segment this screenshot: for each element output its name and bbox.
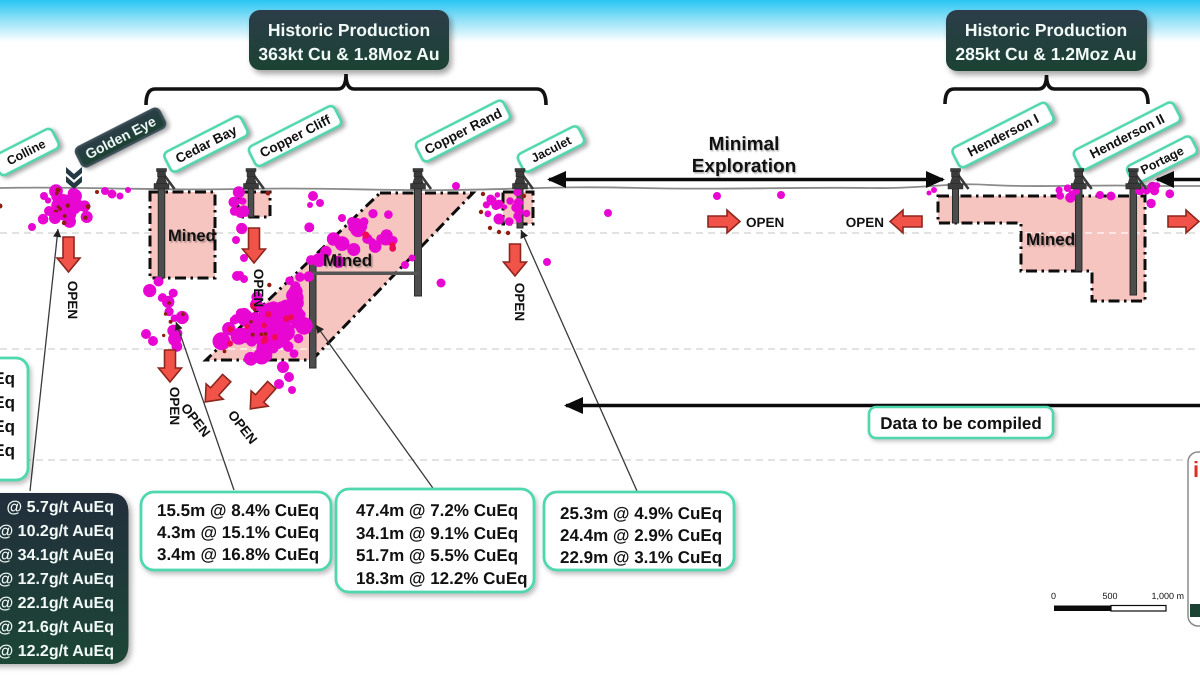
svg-text:4.2m @ 9.3% CuEq: 4.2m @ 9.3% CuEq [0,441,15,460]
svg-text:OPEN: OPEN [512,283,527,321]
svg-text:2.2m @ 34.1g/t AuEq: 2.2m @ 34.1g/t AuEq [0,547,114,564]
svg-text:500: 500 [1102,591,1117,601]
svg-text:5.6m @ 12.7g/t AuEq: 5.6m @ 12.7g/t AuEq [0,571,114,588]
svg-text:34.1m @ 9.1% CuEq: 34.1m @ 9.1% CuEq [356,524,518,543]
svg-text:5.1m @ 7.4% CuEq: 5.1m @ 7.4% CuEq [0,393,15,412]
svg-text:Exploration: Exploration [692,156,797,177]
svg-text:47.4m @ 7.2% CuEq: 47.4m @ 7.2% CuEq [356,501,518,520]
svg-text:3.4m @ 22.1g/t AuEq: 3.4m @ 22.1g/t AuEq [0,595,114,612]
svg-text:Minimal: Minimal [709,134,780,155]
svg-text:4.3m @ 15.1% CuEq: 4.3m @ 15.1% CuEq [157,523,319,542]
svg-text:285kt Cu & 1.2Moz Au: 285kt Cu & 1.2Moz Au [955,44,1136,64]
svg-text:22.9m @ 3.1% CuEq: 22.9m @ 3.1% CuEq [560,548,722,567]
svg-text:363kt Cu & 1.8Moz Au: 363kt Cu & 1.8Moz Au [258,44,439,64]
svg-text:3.4m @ 16.8% CuEq: 3.4m @ 16.8% CuEq [157,545,319,564]
svg-text:OPEN: OPEN [167,387,182,425]
svg-text:0: 0 [1051,591,1056,601]
svg-text:2.8m @ 21.6g/t AuEq: 2.8m @ 21.6g/t AuEq [0,619,114,636]
svg-text:i: i [1193,457,1199,482]
svg-text:@ 5.7g/t AuEq: @ 5.7g/t AuEq [7,499,114,516]
svg-text:OPEN: OPEN [746,215,784,230]
svg-text:18.3m @ 12.2% CuEq: 18.3m @ 12.2% CuEq [356,569,528,588]
svg-text:51.7m @ 5.5% CuEq: 51.7m @ 5.5% CuEq [356,546,518,565]
svg-text:OPEN: OPEN [251,269,266,307]
svg-text:6.6m @ 5.8% CuEq: 6.6m @ 5.8% CuEq [0,417,15,436]
svg-text:OPEN: OPEN [65,281,80,319]
svg-text:Historic Production: Historic Production [965,20,1127,40]
svg-text:Mined: Mined [323,251,372,270]
svg-text:Mined: Mined [168,227,216,245]
svg-text:OPEN: OPEN [846,215,884,230]
svg-text:3.9m @ 10.2g/t AuEq: 3.9m @ 10.2g/t AuEq [0,523,114,540]
svg-text:Mined: Mined [1026,230,1075,249]
svg-text:Historic Production: Historic Production [268,20,430,40]
svg-text:Data to be compiled: Data to be compiled [880,414,1042,433]
svg-text:24.4m @ 2.9% CuEq: 24.4m @ 2.9% CuEq [560,526,722,545]
svg-text:1,000 m: 1,000 m [1151,591,1184,601]
svg-text:25.3m @ 4.9% CuEq: 25.3m @ 4.9% CuEq [560,504,722,523]
svg-text:8.3m @ 6.2% CuEq: 8.3m @ 6.2% CuEq [0,369,15,388]
svg-text:15.5m @ 8.4% CuEq: 15.5m @ 8.4% CuEq [157,501,319,520]
svg-text:@ 12.2g/t AuEq: @ 12.2g/t AuEq [0,643,114,660]
